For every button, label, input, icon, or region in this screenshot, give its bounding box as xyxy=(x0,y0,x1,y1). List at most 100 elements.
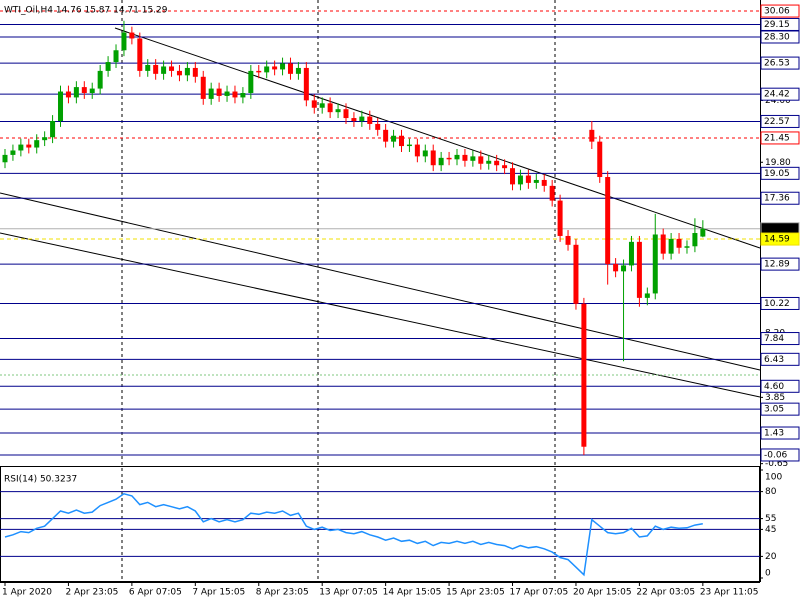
level-label-box xyxy=(760,166,800,180)
candle-body xyxy=(216,88,222,96)
candle-body xyxy=(232,91,238,98)
candle-body xyxy=(287,63,293,74)
candle-body xyxy=(406,144,412,147)
trend-line xyxy=(114,27,761,249)
candle-body xyxy=(58,91,64,122)
level-label-box xyxy=(760,87,800,101)
candle-body xyxy=(684,246,690,248)
x-tick-label: 23 Apr 11:05 xyxy=(700,588,759,598)
y-tick-label: 3.85 xyxy=(765,393,785,403)
candle-body xyxy=(541,179,547,186)
candle-body xyxy=(65,91,71,98)
level-label: 26.53 xyxy=(764,59,790,69)
candle-body xyxy=(264,66,270,73)
candle-body xyxy=(295,67,301,74)
candle-body xyxy=(129,32,135,39)
x-tick-label: 7 Apr 15:05 xyxy=(192,588,245,598)
x-tick-label: 13 Apr 07:05 xyxy=(319,588,378,598)
level-label-box xyxy=(760,379,800,393)
candle-body xyxy=(391,135,397,142)
candle-body xyxy=(327,103,333,113)
candle-body xyxy=(470,156,476,161)
candle-body xyxy=(26,144,32,148)
level-label: 28.30 xyxy=(764,32,790,42)
candle-body xyxy=(621,265,627,272)
candle-body xyxy=(200,76,206,99)
level-label: 6.43 xyxy=(764,355,784,365)
x-tick-label: 15 Apr 23:05 xyxy=(446,588,505,598)
candle-body xyxy=(573,244,579,304)
candle-body xyxy=(414,144,420,157)
candle-body xyxy=(280,63,286,70)
candle-body xyxy=(700,228,706,237)
level-label-box xyxy=(760,332,800,346)
y-tick-label: 100 xyxy=(765,473,782,483)
level-label-box xyxy=(760,352,800,366)
candle-body xyxy=(34,140,40,148)
candle-body xyxy=(50,121,56,138)
y-tick-label: 24.00 xyxy=(765,96,791,106)
candle-body xyxy=(668,238,674,254)
candle-body xyxy=(525,175,531,183)
candle-body xyxy=(367,116,373,124)
candle-body xyxy=(494,160,500,166)
candle-body xyxy=(454,154,460,160)
candle-body xyxy=(105,62,111,71)
y-tick-label: 20 xyxy=(765,552,777,562)
candle-body xyxy=(422,150,428,157)
candle-body xyxy=(636,241,642,298)
rsi-panel xyxy=(0,466,760,582)
level-label: 22.57 xyxy=(764,117,790,127)
candle-body xyxy=(121,32,127,51)
candle-body xyxy=(176,70,182,76)
candle-body xyxy=(589,129,595,142)
level-label-box xyxy=(760,296,800,310)
level-label-box xyxy=(760,448,800,462)
candle-body xyxy=(660,234,666,254)
level-label: 30.06 xyxy=(764,7,790,17)
y-tick-label: 19.80 xyxy=(765,158,791,168)
candle-body xyxy=(224,91,230,96)
candle-body xyxy=(137,38,143,71)
candle-body xyxy=(375,123,381,130)
x-tick-label: 22 Apr 03:05 xyxy=(636,588,695,598)
candle-body xyxy=(478,156,484,164)
candle-body xyxy=(319,103,325,108)
level-label-box xyxy=(760,232,800,246)
y-tick-label: 55 xyxy=(765,514,776,524)
candle-body xyxy=(145,64,151,71)
candle-body xyxy=(605,177,611,264)
candle-body xyxy=(256,70,262,73)
candle-body xyxy=(652,234,658,294)
level-label: 3.05 xyxy=(764,405,784,415)
candle-body xyxy=(502,165,508,169)
y-tick-label: -0.65 xyxy=(765,459,788,469)
y-tick-label: 45 xyxy=(765,525,776,535)
level-label-box xyxy=(760,191,800,205)
level-label-box xyxy=(760,131,800,145)
level-label-box xyxy=(760,4,800,18)
candle-body xyxy=(549,185,555,201)
candle-body xyxy=(557,200,563,236)
x-tick-label: 20 Apr 15:05 xyxy=(573,588,632,598)
level-label: -0.06 xyxy=(764,450,788,460)
level-label: 24.42 xyxy=(764,90,790,100)
candle-body xyxy=(184,67,190,76)
x-tick-label: 17 Apr 07:05 xyxy=(510,588,569,598)
level-label-box xyxy=(760,56,800,70)
candle-body xyxy=(676,238,682,248)
candle-body xyxy=(248,70,254,93)
candle-body xyxy=(10,150,16,155)
candle-body xyxy=(446,157,452,160)
candle-body xyxy=(692,233,698,247)
candle-body xyxy=(351,118,357,122)
candle-body xyxy=(517,175,523,185)
x-tick-label: 8 Apr 23:05 xyxy=(256,588,309,598)
candle-body xyxy=(430,150,436,166)
candle-body xyxy=(565,235,571,245)
level-label: 12.89 xyxy=(764,260,790,270)
candle-body xyxy=(272,66,278,70)
x-tick-label: 2 Apr 23:05 xyxy=(65,588,118,598)
